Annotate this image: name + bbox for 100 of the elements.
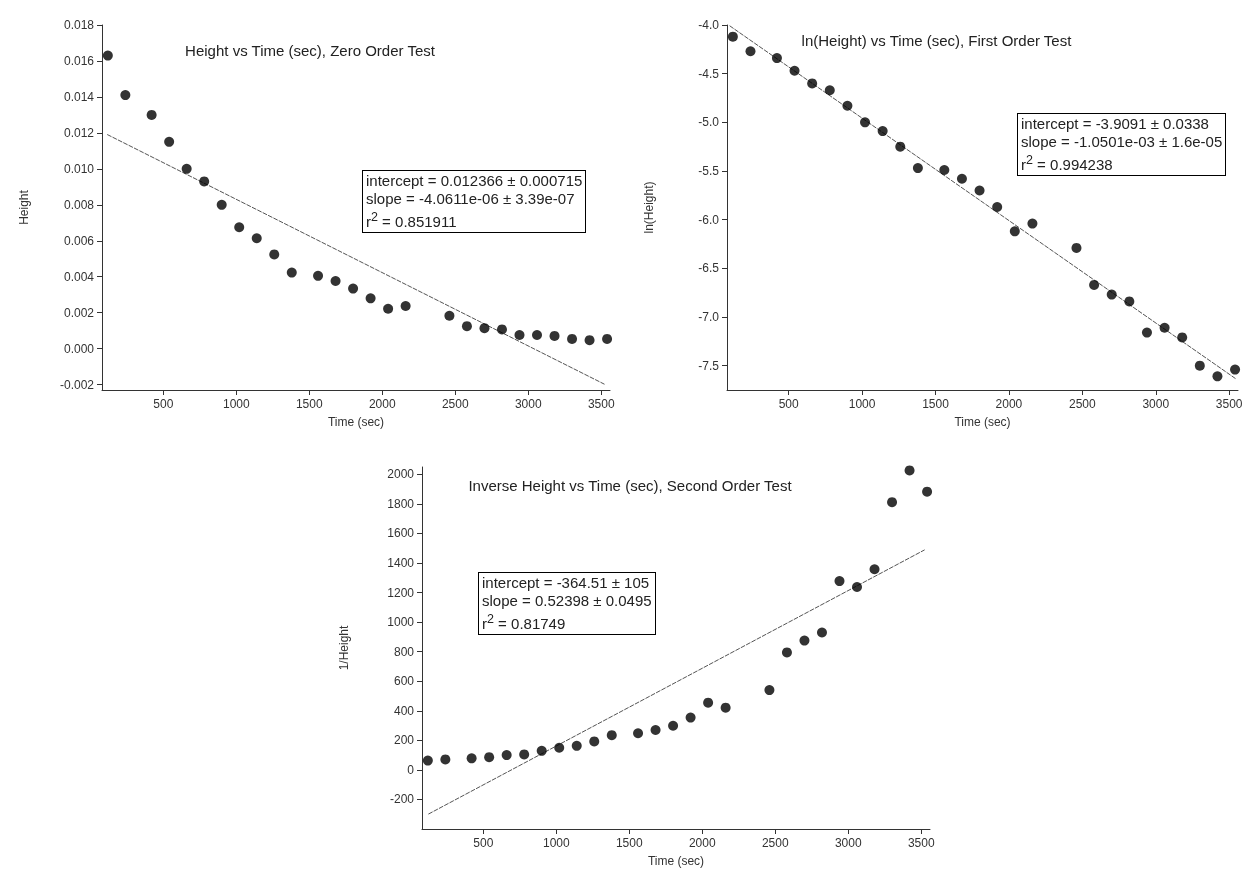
point [1009,226,1020,237]
point [922,486,933,497]
y-tick-label: 0.000 [63,341,95,356]
point [536,745,547,756]
point [789,65,800,76]
point [181,163,192,174]
x-tick-label: 3000 [514,397,542,411]
point [400,301,411,312]
y-tick-label: -200 [389,792,415,807]
point [860,117,871,128]
point [519,749,530,760]
point [269,249,280,260]
point [703,697,714,708]
y-tick-label: -6.0 [698,212,720,227]
point [685,712,696,723]
y-tick-label: 0.006 [63,233,95,248]
point [904,465,915,476]
x-tick-label: 1500 [295,397,323,411]
point [842,100,853,111]
y-tick-label: 0.008 [63,197,95,212]
y-tick-label: 1400 [387,556,415,571]
y-tick-label: -5.5 [698,164,720,178]
y-axis-title: ln(Height) [642,181,656,234]
point [1159,322,1170,333]
point [330,276,341,287]
point [199,176,210,187]
point [102,50,113,61]
point [912,163,923,174]
x-tick-label: 3500 [1215,397,1243,411]
point [834,576,845,587]
x-tick-label: 2000 [995,397,1023,411]
y-tick-label: 0.016 [63,53,95,68]
y-tick-label: -7.0 [698,310,720,324]
x-tick-label: 3000 [1142,397,1170,411]
x-tick-label: 1000 [848,397,876,411]
point [1177,332,1188,343]
text: Height vs Time (sec), Zero Order Test [185,42,436,59]
y-tick-label: -7.5 [698,358,720,373]
text: ln(Height) vs Time (sec), First Order Test [801,32,1073,49]
x-tick-label: 500 [153,397,174,411]
x-tick-label: 2500 [1069,397,1097,411]
point [824,85,835,96]
point [251,233,262,244]
point [992,202,1003,213]
x-tick-label: 3000 [834,836,862,850]
y-tick-label: 0.012 [63,125,95,140]
point [877,126,888,137]
point [852,581,863,592]
fit-results-box: intercept = -364.51 ± 105 slope = 0.52398 ± 0.0495 r$^{2}$ = 0.81749 [478,572,656,635]
y-tick-label: -4.0 [698,18,720,32]
point [1027,218,1038,229]
y-tick-label: 0.004 [63,269,95,284]
y-tick-label: 600 [393,674,415,689]
point [771,53,782,64]
point [816,627,827,638]
point [956,173,967,184]
point [1106,289,1117,300]
y-tick-label: -0.002 [59,377,95,392]
point [584,335,595,346]
point [466,753,477,764]
point [501,750,512,761]
y-tick-label: 200 [393,733,415,748]
point [571,740,582,751]
point [974,185,985,196]
fit-results-box: intercept = 0.012366 ± 0.000715 slope = -4.0611e-06 ± 3.39e-07 r$^{2}$ = 0.851911 [362,170,587,233]
x-axis-title: Time (sec) [954,415,1011,429]
x-tick-label: 2000 [368,397,396,411]
point [807,78,818,89]
point [1230,364,1241,375]
y-axis-title: Height [17,189,31,225]
point [146,109,157,120]
x-tick-label: 1500 [922,397,950,411]
y-tick-label: 400 [393,703,415,718]
y-tick-label: 0.010 [63,161,95,176]
y-tick-label: 0.002 [63,305,95,320]
point [444,310,455,321]
text: Inverse Height vs Time (sec), Second Order Test [468,477,793,494]
x-tick-label: 3500 [907,836,935,850]
point [440,754,451,765]
y-tick-label: 1000 [387,615,415,630]
point [1089,279,1100,290]
point [764,685,775,696]
y-tick-label: 1800 [387,496,415,511]
y-tick-label: 0.014 [63,89,95,104]
y-tick-label: -4.5 [698,66,720,81]
point [895,141,906,152]
x-axis-title: Time (sec) [327,415,385,429]
point [1194,360,1205,371]
x-tick-label: 1000 [222,397,250,411]
point [727,31,738,42]
point [1071,242,1082,253]
point [554,742,565,753]
x-tick-label: 500 [778,397,799,411]
point [383,303,394,314]
point [484,752,495,763]
x-tick-label: 2500 [761,836,789,850]
y-tick-label: 1200 [387,585,415,600]
point [422,755,433,766]
point [514,329,525,340]
y-tick-label: 0.018 [63,18,95,32]
